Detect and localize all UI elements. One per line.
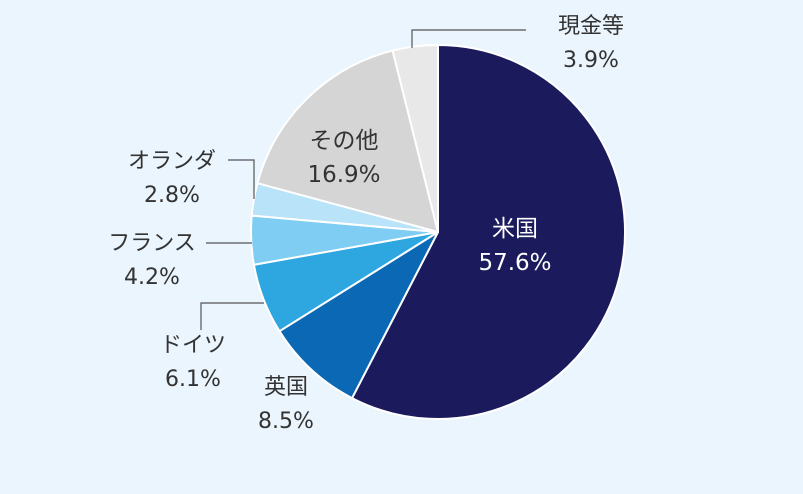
label-france-value: 4.2% <box>124 265 180 290</box>
label-us-name: 米国 <box>492 216 538 242</box>
label-netherlands-value: 2.8% <box>144 183 200 208</box>
label-germany-name: ドイツ <box>160 333 226 358</box>
leader-lines <box>200 29 526 330</box>
pie-slice-cash <box>391 44 439 233</box>
leader-germany <box>200 302 264 330</box>
label-uk-name: 英国 <box>264 375 308 400</box>
label-cash-value: 3.9% <box>563 48 619 73</box>
leader-cash <box>411 29 526 48</box>
pie-slice-us <box>351 44 627 420</box>
leader-netherlands <box>228 159 255 199</box>
label-uk-value: 8.5% <box>258 409 314 434</box>
label-other-value: 16.9% <box>307 162 380 188</box>
label-us-value: 57.6% <box>478 250 551 276</box>
label-germany-value: 6.1% <box>165 367 221 392</box>
label-other-name: その他 <box>310 128 379 154</box>
pie-slice-uk <box>278 231 439 400</box>
pie-slice-other <box>256 49 439 233</box>
label-cash-name: 現金等 <box>558 14 624 39</box>
label-france-name: フランス <box>108 231 196 256</box>
pie-slices <box>250 44 627 420</box>
label-netherlands-name: オランダ <box>128 149 216 174</box>
